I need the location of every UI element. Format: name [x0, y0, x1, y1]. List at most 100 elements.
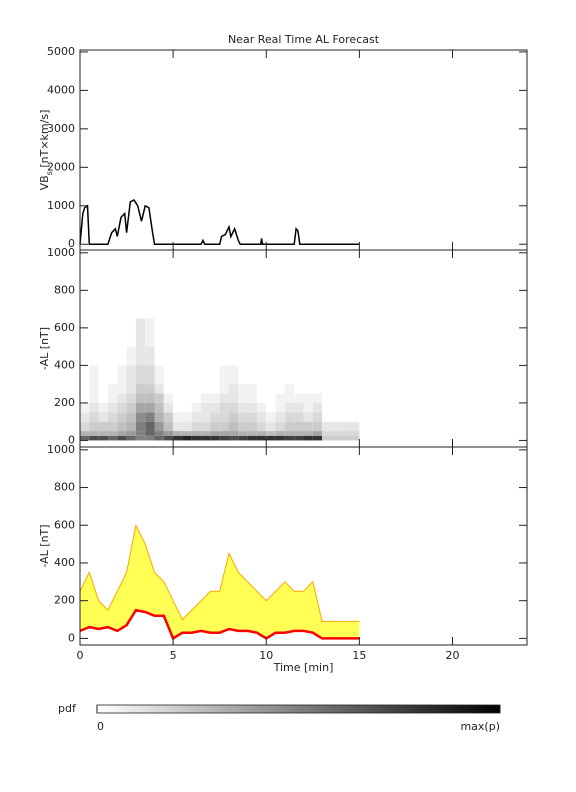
heat-cell — [229, 318, 239, 347]
y-tick-label: 400 — [54, 556, 75, 569]
heat-cell — [219, 435, 229, 441]
heat-cell — [89, 421, 99, 432]
colorbar — [96, 704, 501, 714]
plot-frame — [79, 446, 528, 646]
y-axis-label: -AL [nT] — [38, 327, 51, 370]
heat-cell — [126, 365, 136, 385]
heat-cell — [331, 412, 341, 422]
heat-cell — [210, 365, 220, 385]
heat-cell — [201, 402, 211, 413]
heat-cell — [80, 393, 90, 403]
heat-cell — [135, 384, 146, 394]
heat-cell — [145, 435, 155, 441]
heat-cell — [80, 421, 90, 432]
heat-cell — [117, 384, 127, 394]
heat-cell — [173, 421, 183, 432]
heat-cell — [163, 412, 174, 422]
heat-cell — [89, 384, 99, 394]
heat-cell — [247, 402, 257, 413]
heat-cell — [284, 365, 295, 385]
heat-cell — [117, 365, 127, 385]
heat-cell — [284, 318, 295, 347]
heat-cell — [210, 346, 220, 366]
heat-cell — [229, 393, 239, 403]
heat-cell — [98, 393, 108, 403]
heat-cell — [247, 393, 257, 403]
heat-cell — [107, 384, 118, 394]
heat-cell — [182, 421, 192, 432]
heat-cell — [98, 402, 108, 413]
heat-cell — [238, 346, 248, 366]
heat-cell — [284, 393, 295, 403]
heat-cell — [219, 412, 229, 422]
heat-cell — [154, 412, 164, 422]
heat-cell — [312, 365, 323, 385]
heat-cell — [322, 346, 332, 366]
heat-cell — [107, 421, 118, 432]
heat-cell — [350, 384, 360, 394]
heat-cell — [266, 393, 276, 403]
heat-cell — [191, 421, 202, 432]
heat-cell — [266, 346, 276, 366]
heat-cell — [182, 318, 192, 347]
heat-cell — [201, 431, 211, 436]
heat-cell — [219, 384, 229, 394]
heat-cell — [98, 318, 108, 347]
heat-cell — [256, 384, 267, 394]
heat-cell — [238, 318, 248, 347]
heat-cell — [98, 365, 108, 385]
heat-cell — [154, 346, 164, 366]
heat-cell — [331, 393, 341, 403]
heat-cell — [350, 435, 360, 441]
heat-cell — [135, 346, 146, 366]
heat-cell — [89, 431, 99, 436]
heat-cell — [256, 435, 267, 441]
heat-cell — [201, 346, 211, 366]
heat-cell — [201, 318, 211, 347]
heat-cell — [154, 435, 164, 441]
heat-cell — [163, 318, 174, 347]
heat-cell — [182, 431, 192, 436]
heat-cell — [322, 393, 332, 403]
heat-cell — [350, 402, 360, 413]
heat-cell — [145, 412, 155, 422]
heat-cell — [80, 365, 90, 385]
heat-cell — [210, 435, 220, 441]
heat-cell — [135, 421, 146, 432]
heat-cell — [229, 421, 239, 432]
heat-cell — [229, 431, 239, 436]
heat-cell — [340, 412, 351, 422]
heat-cell — [173, 393, 183, 403]
y-axis-label-part: s — [45, 171, 54, 175]
heat-cell — [163, 393, 174, 403]
heat-cell — [266, 431, 276, 436]
heat-cell — [238, 435, 248, 441]
heat-cell — [191, 318, 202, 347]
heat-cell — [107, 365, 118, 385]
heat-cell — [89, 402, 99, 413]
heat-cell — [238, 393, 248, 403]
heat-cell — [201, 412, 211, 422]
heat-cell — [98, 435, 108, 441]
heat-cell — [303, 318, 313, 347]
heat-cell — [145, 365, 155, 385]
heat-cell — [229, 435, 239, 441]
heat-cell — [256, 402, 267, 413]
heat-cell — [135, 431, 146, 436]
heat-cell — [89, 365, 99, 385]
heat-cell — [266, 421, 276, 432]
heat-cell — [284, 431, 295, 436]
heat-cell — [117, 412, 127, 422]
heat-cell — [340, 318, 351, 347]
heat-cell — [275, 393, 285, 403]
heat-cell — [201, 435, 211, 441]
x-tick-label: 15 — [352, 649, 366, 662]
data-line — [79, 199, 360, 245]
heat-cell — [107, 318, 118, 347]
heat-cell — [201, 384, 211, 394]
heat-cell — [210, 384, 220, 394]
heat-cell — [219, 431, 229, 436]
heat-cell — [173, 346, 183, 366]
y-tick-label: 3000 — [47, 122, 75, 135]
